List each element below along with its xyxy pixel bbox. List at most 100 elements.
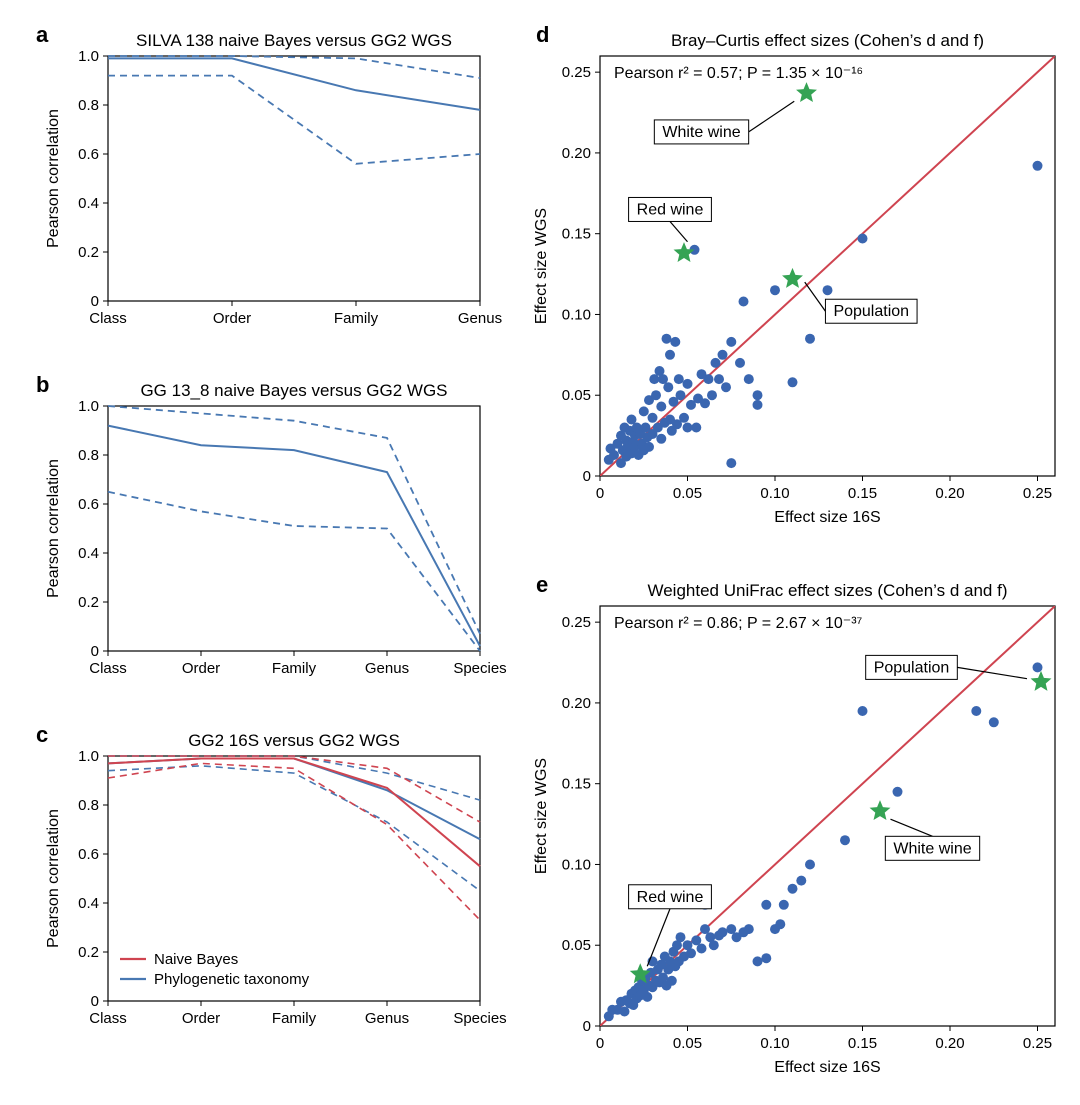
- y-tick-label: 0.6: [78, 146, 99, 163]
- scatter-point: [651, 390, 661, 400]
- y-tick-label: 0.15: [562, 776, 591, 793]
- y-tick-label: 0.10: [562, 856, 591, 873]
- series-mid: [108, 426, 480, 646]
- y-tick-label: 0.10: [562, 306, 591, 323]
- scatter-point: [676, 390, 686, 400]
- x-tick-label: 0.10: [760, 1035, 789, 1052]
- scatter-point: [721, 382, 731, 392]
- scatter-point: [709, 940, 719, 950]
- band-upper: [108, 756, 480, 800]
- scatter-point: [656, 402, 666, 412]
- panel-a-title: SILVA 138 naive Bayes versus GG2 WGS: [136, 31, 452, 50]
- panel-d-title: Bray–Curtis effect sizes (Cohen’s d and …: [671, 31, 984, 50]
- series-mid: [108, 58, 480, 110]
- scatter-point: [704, 374, 714, 384]
- panel-e-ylabel: Effect size WGS: [533, 758, 550, 874]
- star-population: [782, 268, 803, 288]
- scatter-point: [805, 860, 815, 870]
- scatter-point: [679, 413, 689, 423]
- scatter-point: [726, 337, 736, 347]
- x-tick-label: Family: [334, 310, 379, 327]
- scatter-point: [858, 234, 868, 244]
- series-mid: [108, 759, 480, 840]
- callout-leader: [670, 221, 688, 241]
- star-white_wine: [796, 82, 817, 102]
- y-tick-label: 0.25: [562, 64, 591, 81]
- y-tick-label: 0.20: [562, 695, 591, 712]
- scatter-point: [656, 434, 666, 444]
- plot-area: [600, 606, 1055, 1026]
- scatter-point: [805, 334, 815, 344]
- scatter-point: [753, 956, 763, 966]
- x-tick-label: 0.05: [673, 1035, 702, 1052]
- callout-leader: [957, 667, 1027, 678]
- scatter-point: [788, 377, 798, 387]
- scatter-point: [735, 358, 745, 368]
- y-tick-label: 0: [583, 1018, 591, 1035]
- scatter-point: [686, 948, 696, 958]
- panel-a-ylabel: Pearson correlation: [45, 109, 62, 248]
- x-tick-label: Order: [182, 1010, 220, 1027]
- y-tick-label: 0.2: [78, 244, 99, 261]
- scatter-point: [971, 706, 981, 716]
- x-tick-label: 0: [596, 1035, 604, 1052]
- y-tick-label: 0.8: [78, 797, 99, 814]
- y-tick-label: 0.4: [78, 195, 99, 212]
- y-tick-label: 0.15: [562, 226, 591, 243]
- y-tick-label: 0.05: [562, 387, 591, 404]
- scatter-point: [711, 358, 721, 368]
- scatter-point: [674, 374, 684, 384]
- x-tick-label: Species: [453, 660, 506, 677]
- scatter-point: [667, 976, 677, 986]
- scatter-point: [761, 953, 771, 963]
- scatter-point: [739, 297, 749, 307]
- panel-b-axes: [108, 406, 480, 651]
- y-tick-label: 0.4: [78, 895, 99, 912]
- scatter-point: [788, 884, 798, 894]
- panel-e-stats: Pearson r² = 0.86; P = 2.67 × 10⁻³⁷: [614, 615, 863, 632]
- scatter-point: [663, 382, 673, 392]
- scatter-point: [683, 423, 693, 433]
- panel-d-stats: Pearson r² = 0.57; P = 1.35 × 10⁻¹⁶: [614, 65, 863, 82]
- y-tick-label: 0.6: [78, 496, 99, 513]
- band-lower: [108, 766, 480, 891]
- y-tick-label: 0.6: [78, 846, 99, 863]
- x-tick-label: 0.25: [1023, 485, 1052, 502]
- panel-c-ylabel: Pearson correlation: [45, 809, 62, 948]
- y-tick-label: 0.20: [562, 145, 591, 162]
- callout-text-white_wine: White wine: [893, 840, 971, 857]
- y-tick-label: 0.4: [78, 545, 99, 562]
- scatter-point: [648, 413, 658, 423]
- y-tick-label: 0: [583, 468, 591, 485]
- x-tick-label: Class: [89, 310, 127, 327]
- scatter-point: [609, 450, 619, 460]
- scatter-point: [697, 944, 707, 954]
- y-tick-label: 0: [91, 643, 99, 660]
- legend-label: Phylogenetic taxonomy: [154, 971, 310, 988]
- scatter-point: [989, 717, 999, 727]
- scatter-point: [718, 350, 728, 360]
- scatter-point: [676, 932, 686, 942]
- y-tick-label: 0.25: [562, 614, 591, 631]
- plot-area: [600, 56, 1055, 476]
- scatter-point: [753, 400, 763, 410]
- y-tick-label: 0.8: [78, 447, 99, 464]
- scatter-point: [691, 423, 701, 433]
- y-tick-label: 0: [91, 293, 99, 310]
- panel-b-ylabel: Pearson correlation: [45, 459, 62, 598]
- scatter-point: [858, 706, 868, 716]
- scatter-point: [714, 374, 724, 384]
- scatter-point: [770, 285, 780, 295]
- band-lower: [108, 76, 480, 164]
- callout-text-population: Population: [874, 659, 950, 676]
- x-tick-label: Class: [89, 660, 127, 677]
- scatter-point: [753, 390, 763, 400]
- x-tick-label: 0.25: [1023, 1035, 1052, 1052]
- scatter-point: [893, 787, 903, 797]
- panel-letter-b: b: [36, 372, 49, 397]
- y-tick-label: 1.0: [78, 398, 99, 415]
- panel-e-title: Weighted UniFrac effect sizes (Cohen’s d…: [647, 581, 1007, 600]
- panel-letter-c: c: [36, 722, 48, 747]
- x-tick-label: Class: [89, 1010, 127, 1027]
- scatter-point: [665, 350, 675, 360]
